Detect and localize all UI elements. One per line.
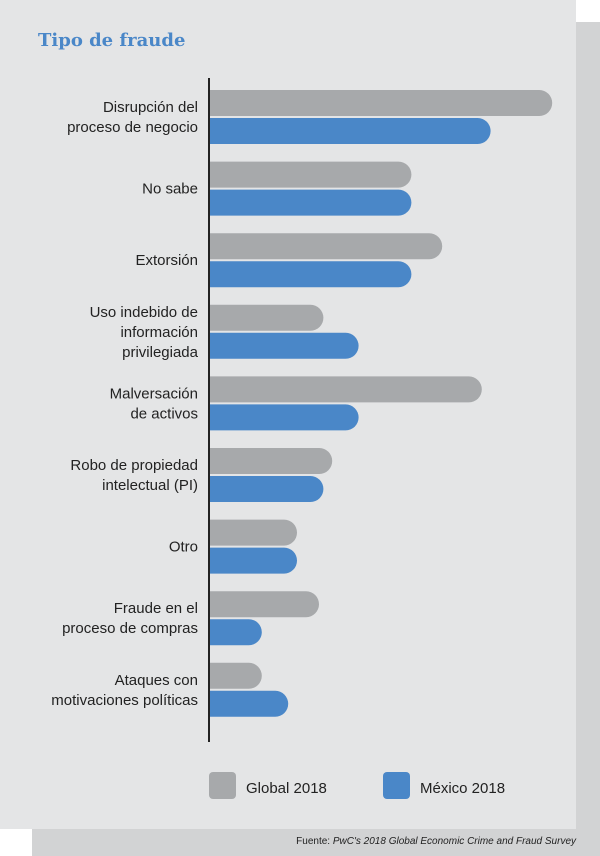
bar-mexico bbox=[209, 332, 359, 359]
category-label-line: Disrupción del bbox=[103, 99, 198, 116]
category-group: Ataques con motivaciones políticas bbox=[51, 662, 289, 717]
corner-gap-bottom bbox=[0, 829, 32, 856]
bar-global bbox=[209, 90, 553, 117]
bar-global bbox=[209, 376, 482, 403]
category-group: Malversación de activos bbox=[110, 376, 482, 431]
bar-global bbox=[209, 233, 443, 260]
category-label-line: Uso indebido de bbox=[90, 304, 198, 321]
bar-mexico bbox=[209, 476, 324, 502]
bar-global bbox=[209, 591, 319, 618]
category-label: Ataques con motivaciones políticas bbox=[51, 672, 198, 709]
legend-label: México 2018 bbox=[420, 780, 505, 797]
legend-label: Global 2018 bbox=[246, 780, 327, 797]
category-label-line: proceso de compras bbox=[62, 620, 198, 637]
bar-global bbox=[209, 304, 324, 331]
category-label-line: intelectual (PI) bbox=[102, 477, 198, 494]
category-label-line: Otro bbox=[169, 539, 198, 556]
bar-global bbox=[209, 662, 262, 689]
category-group: Otro bbox=[169, 519, 298, 574]
bar-mexico bbox=[209, 619, 262, 646]
bar-mexico bbox=[209, 189, 412, 216]
corner-gap bbox=[576, 0, 600, 22]
category-label-line: de activos bbox=[130, 405, 198, 422]
bar-mexico bbox=[209, 261, 412, 288]
category-group: Disrupción del proceso de negocio bbox=[67, 90, 553, 144]
bar-mexico bbox=[209, 547, 298, 574]
category-label-line: proceso de negocio bbox=[67, 119, 198, 136]
category-group: Robo de propiedad intelectual (PI) bbox=[70, 448, 333, 502]
category-label: Fraude en el proceso de compras bbox=[62, 600, 198, 637]
bar-mexico bbox=[209, 404, 359, 431]
legend-swatch bbox=[209, 772, 236, 799]
source-note: Fuente: PwC's 2018 Global Economic Crime… bbox=[296, 836, 576, 847]
category-label-line: Malversación bbox=[110, 385, 198, 402]
category-label-line: Fraude en el bbox=[114, 600, 198, 617]
panel-shadow-right bbox=[576, 22, 600, 829]
category-label: No sabe bbox=[142, 181, 198, 198]
legend-swatch bbox=[383, 772, 410, 799]
bar-mexico bbox=[209, 118, 491, 144]
category-group: No sabe bbox=[142, 161, 412, 216]
bar-global bbox=[209, 448, 333, 474]
category-label: Otro bbox=[169, 539, 198, 556]
chart-title: Tipo de fraude bbox=[38, 30, 186, 51]
category-label: Uso indebido de información privilegiada bbox=[90, 304, 199, 361]
category-label-line: Ataques con bbox=[115, 672, 198, 689]
bar-mexico bbox=[209, 690, 289, 717]
category-label-line: información bbox=[120, 324, 198, 341]
source-prefix: Fuente: bbox=[296, 836, 333, 847]
bar-global bbox=[209, 519, 298, 546]
category-label: Malversación de activos bbox=[110, 385, 198, 422]
source-title: PwC's 2018 Global Economic Crime and Fra… bbox=[332, 836, 576, 847]
category-label: Extorsión bbox=[135, 252, 198, 269]
bar-global bbox=[209, 161, 412, 188]
category-label: Disrupción del proceso de negocio bbox=[67, 99, 198, 136]
panel-shadow-bottom bbox=[32, 829, 600, 856]
category-label-line: motivaciones políticas bbox=[51, 692, 198, 709]
category-label: Robo de propiedad intelectual (PI) bbox=[70, 457, 198, 494]
category-label-line: Extorsión bbox=[135, 252, 198, 269]
category-label-line: privilegiada bbox=[122, 344, 199, 361]
category-label-line: Robo de propiedad bbox=[70, 457, 198, 474]
category-group: Uso indebido de información privilegiada bbox=[90, 304, 359, 361]
category-group: Extorsión bbox=[135, 233, 443, 288]
category-group: Fraude en el proceso de compras bbox=[62, 591, 319, 646]
category-label-line: No sabe bbox=[142, 181, 198, 198]
